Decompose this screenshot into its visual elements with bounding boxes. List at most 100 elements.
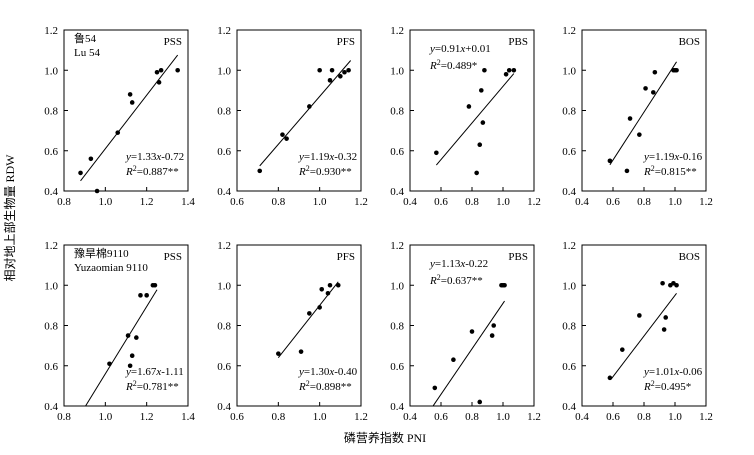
regression-equation: y=1.19x-0.16 <box>643 151 703 163</box>
y-tick-label: 0.4 <box>44 401 58 413</box>
x-tick-label: 0.4 <box>575 411 589 423</box>
r-squared: R2=0.898** <box>298 379 352 394</box>
panel-bos-1: 0.4 0.6 0.8 1.0 1.2 0.4 0.6 0.8 1.0 1.2 BOS y=1.19x… <box>562 25 713 208</box>
data-point <box>152 282 158 288</box>
data-point <box>329 67 335 73</box>
variety-label: Yuzaomian 9110 <box>74 262 148 274</box>
x-tick-label: 1.4 <box>181 411 195 423</box>
panel-title: PFS <box>337 36 355 48</box>
regression-line <box>435 73 515 166</box>
y-tick-label: 0.6 <box>44 146 58 158</box>
y-axis-label: 相对地上部生物量 RDW <box>2 154 17 282</box>
panel-title: PFS <box>337 251 355 263</box>
data-point <box>346 67 351 73</box>
x-tick-label: 0.8 <box>271 411 285 423</box>
data-point <box>469 329 475 334</box>
x-tick-label: 1.2 <box>140 411 154 423</box>
panel-pbs-2: 0.4 0.6 0.8 1.0 1.2 0.4 0.6 0.8 1.0 1.2 PBS y=1.13x… <box>390 240 541 423</box>
y-tick-label: 0.4 <box>562 186 576 198</box>
x-tick-label: 0.4 <box>575 196 589 208</box>
data-point <box>674 67 679 73</box>
regression-equation: y=1.01x-0.06 <box>643 366 703 378</box>
data-point <box>78 170 83 176</box>
variety-label: 鲁54 <box>74 31 96 45</box>
y-tick-label: 1.0 <box>217 65 231 77</box>
y-tick-label: 1.2 <box>562 240 576 252</box>
data-point <box>637 313 642 318</box>
r-squared: R2=0.637** <box>429 273 483 288</box>
data-point <box>317 67 322 73</box>
y-tick-label: 0.4 <box>44 186 58 198</box>
regression-equation: y=1.67x-1.11 <box>125 366 184 378</box>
data-point <box>491 323 497 328</box>
x-tick-label: 1.2 <box>699 411 713 423</box>
variety-label: Lu 54 <box>74 47 100 59</box>
regression-line <box>432 300 505 406</box>
data-point <box>466 104 472 109</box>
y-tick-label: 0.4 <box>217 186 231 198</box>
y-tick-label: 1.0 <box>44 280 58 292</box>
data-point <box>129 353 135 358</box>
y-tick-label: 1.2 <box>390 25 404 37</box>
regression-line <box>259 60 352 167</box>
regression-equation: y=1.33x-0.72 <box>125 151 184 163</box>
data-point <box>127 92 133 97</box>
x-tick-label: 0.6 <box>230 411 244 423</box>
data-point <box>127 363 133 369</box>
r-squared: R2=0.489* <box>429 58 477 73</box>
y-tick-label: 0.4 <box>217 401 231 413</box>
data-point <box>651 90 656 95</box>
regression-line <box>80 54 179 182</box>
data-point <box>138 293 143 298</box>
data-point <box>489 333 495 338</box>
x-tick-label: 0.4 <box>403 411 417 423</box>
data-point <box>637 132 642 137</box>
regression-equation: y=1.13x-0.22 <box>429 258 488 270</box>
panel-pss-1: 0.8 1.0 1.2 1.4 0.4 0.6 0.8 1.0 1.2 PSS 鲁54 Lu 54 y=… <box>44 25 195 208</box>
x-tick-label: 1.0 <box>496 411 510 423</box>
x-tick-label: 0.8 <box>465 411 479 423</box>
x-tick-label: 1.0 <box>668 411 682 423</box>
y-tick-label: 1.0 <box>390 280 404 292</box>
y-tick-label: 1.2 <box>217 240 231 252</box>
r-squared: R2=0.781** <box>125 379 179 394</box>
data-point <box>319 286 325 292</box>
data-point <box>477 142 483 148</box>
y-tick-label: 1.2 <box>44 25 58 37</box>
x-tick-label: 0.6 <box>606 411 620 423</box>
y-tick-label: 0.8 <box>562 321 576 333</box>
data-point <box>134 335 139 340</box>
x-tick-label: 0.8 <box>637 411 651 423</box>
data-point <box>307 104 312 109</box>
data-point <box>107 361 112 367</box>
x-tick-label: 1.2 <box>699 196 713 208</box>
data-point <box>125 333 131 338</box>
data-point <box>482 67 487 73</box>
data-point <box>327 282 333 288</box>
data-point <box>434 150 439 156</box>
panel-pfs-2: 0.6 0.8 1.0 1.20.40.60.81.01.2PFSy=1.30x-0.… <box>217 240 368 423</box>
panel-title: PBS <box>508 251 528 263</box>
data-point <box>154 69 160 75</box>
y-tick-label: 0.8 <box>390 106 404 118</box>
data-point <box>511 67 517 73</box>
x-tick-label: 0.6 <box>230 196 244 208</box>
panel-pfs-1: 0.6 0.8 1.0 1.20.40.60.81.01.2PFSy=1.19x-0.… <box>217 25 368 208</box>
panel-bos-2: 0.4 0.6 0.8 1.0 1.2 0.4 0.6 0.8 1.0 1.2 BOS y=1.01x… <box>562 240 713 423</box>
y-tick-label: 1.0 <box>562 280 576 292</box>
x-axis-label: 磷营养指数 PNI <box>344 430 426 445</box>
data-point <box>652 69 658 75</box>
data-point <box>477 399 483 405</box>
x-tick-label: 0.6 <box>434 196 448 208</box>
y-tick-label: 0.6 <box>217 146 231 158</box>
data-point <box>115 130 121 135</box>
regression-equation: y=0.91x+0.01 <box>429 43 491 55</box>
y-tick-label: 0.6 <box>562 146 576 158</box>
y-tick-label: 0.6 <box>562 361 576 373</box>
r-squared: R2=0.815** <box>643 164 697 179</box>
y-tick-label: 1.0 <box>44 65 58 77</box>
data-point <box>325 291 331 296</box>
data-point <box>661 327 667 332</box>
data-point <box>506 67 512 73</box>
